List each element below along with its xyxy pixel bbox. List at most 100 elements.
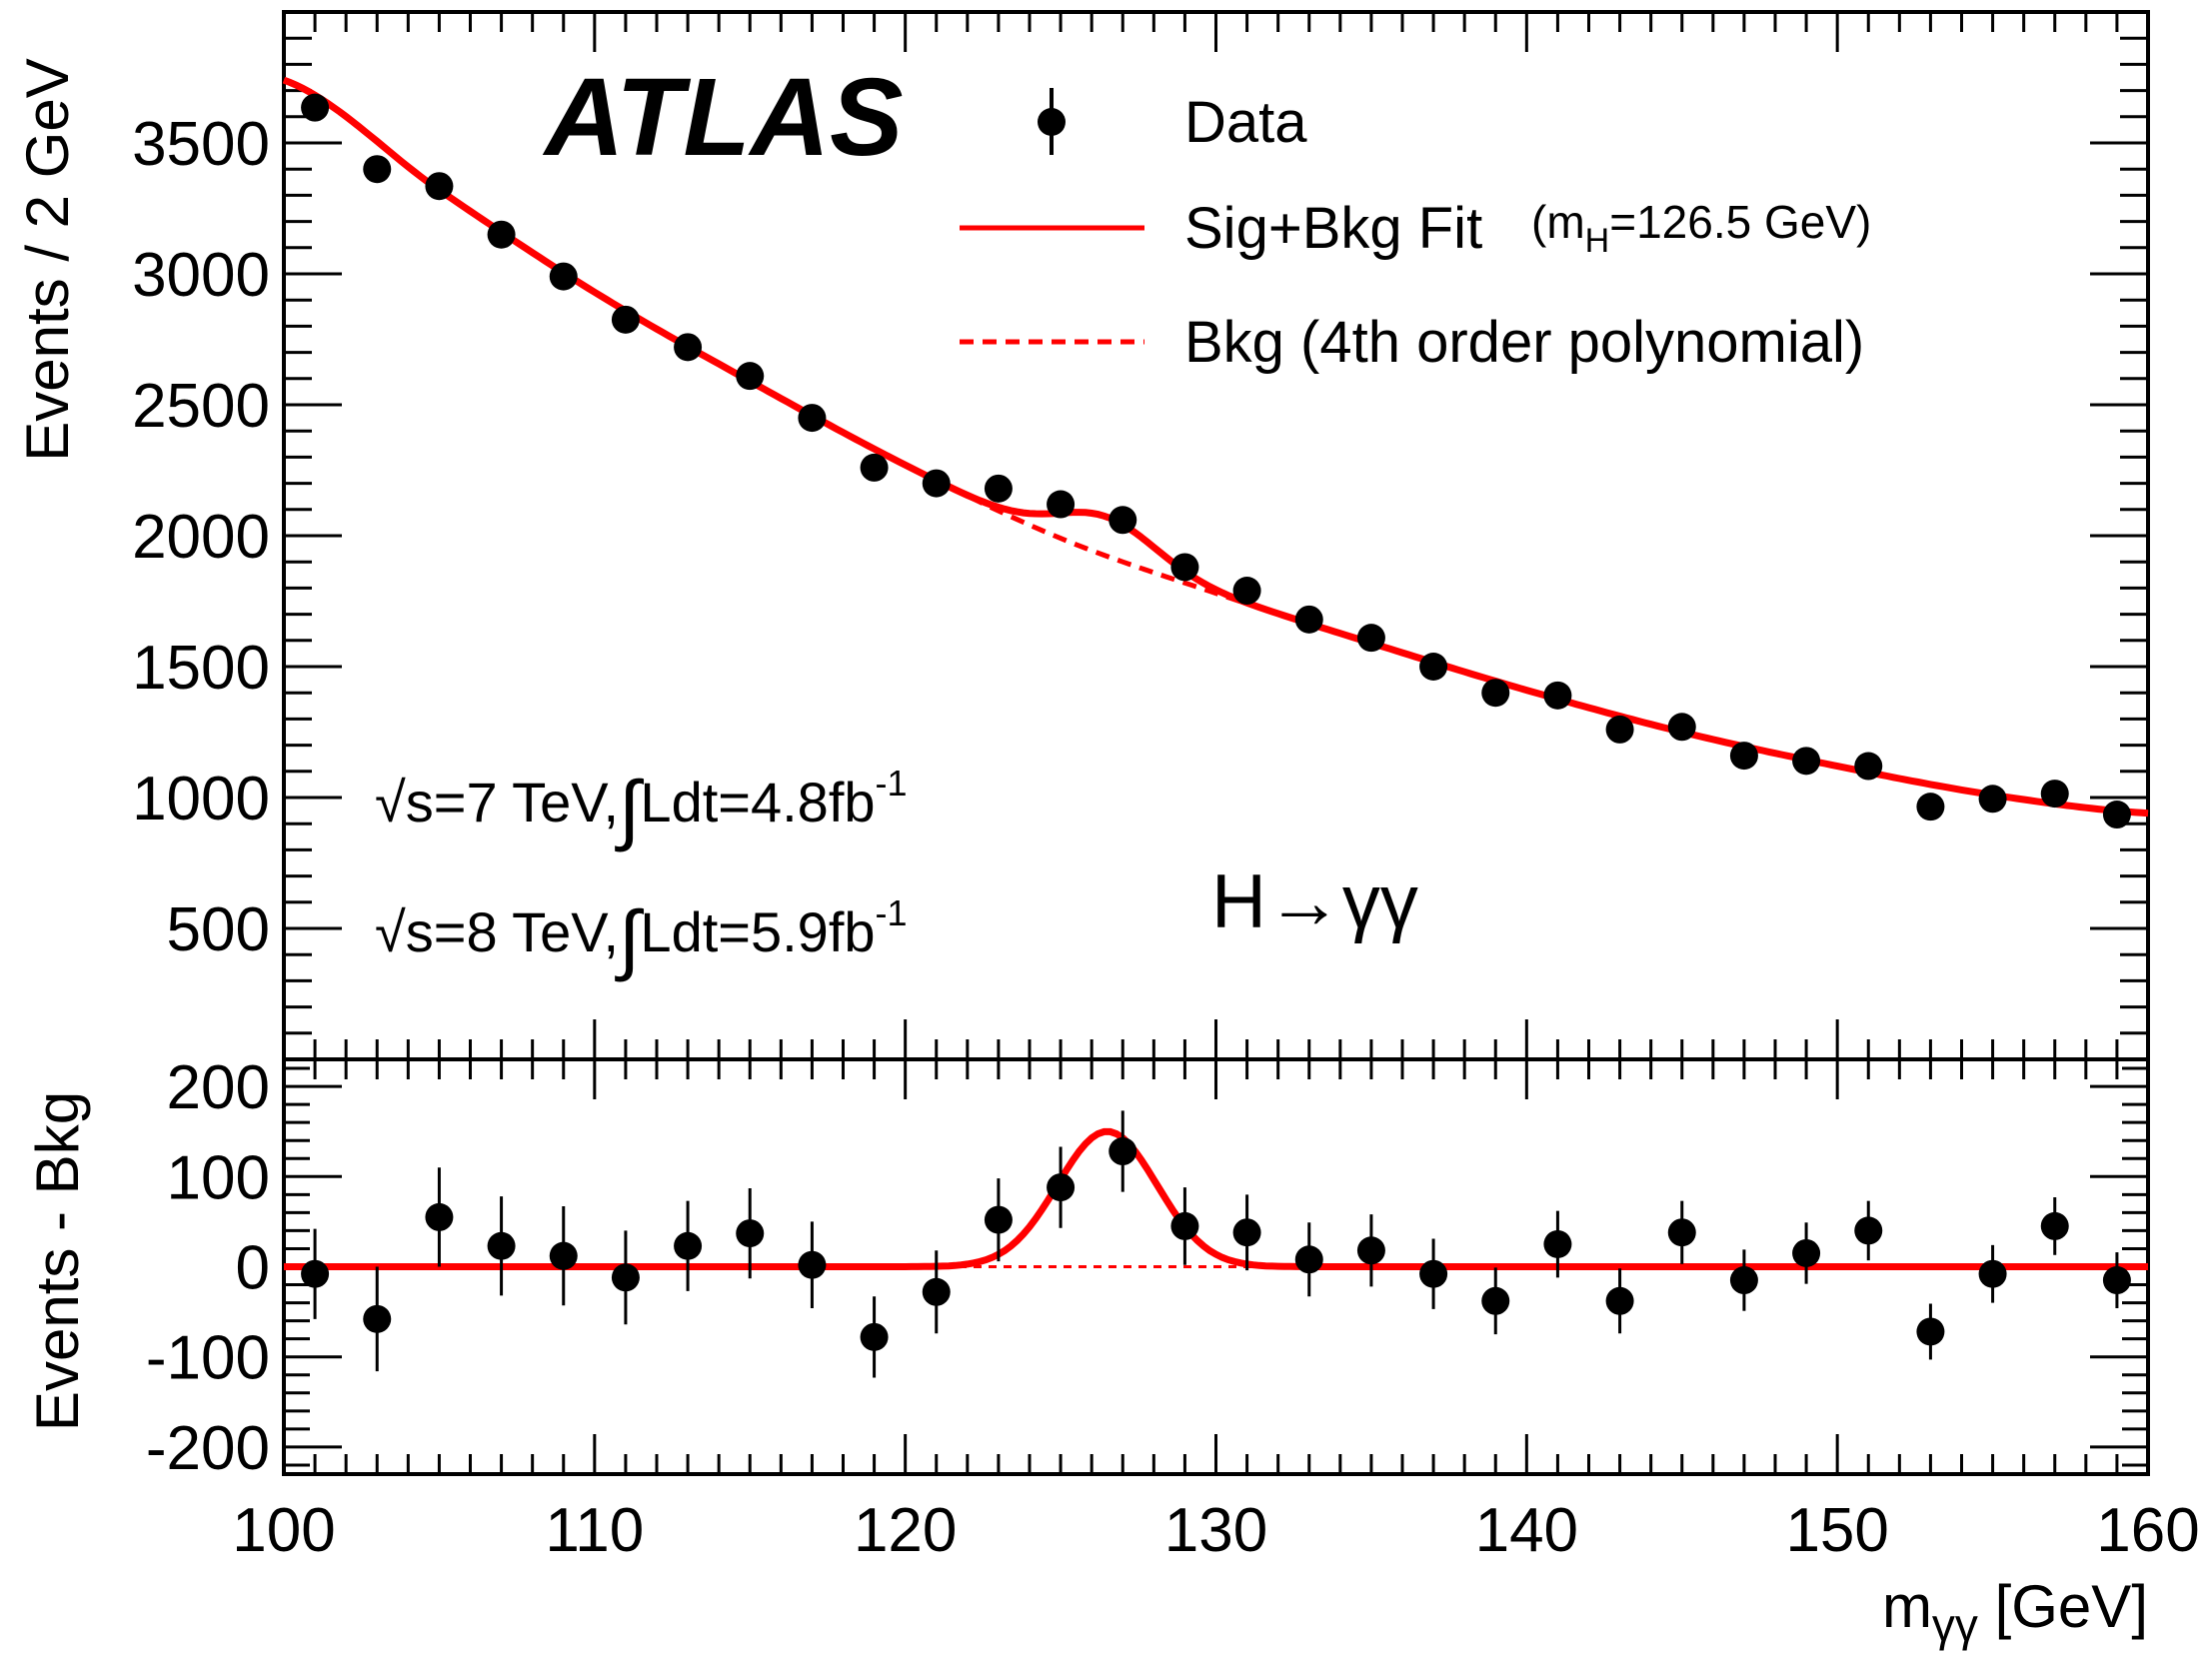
x-axis-title: mγγ [GeV] [1882, 1573, 2148, 1651]
residual-data-point [1108, 1137, 1137, 1166]
y-tick-label: 200 [167, 1053, 270, 1122]
data-point [549, 262, 578, 291]
data-point [2040, 780, 2069, 809]
data-point [1916, 793, 1945, 822]
y-tick-label: 1000 [132, 765, 270, 833]
bottom-panel-y-tick-labels: -200 -100 0 100 200 [146, 1053, 270, 1483]
top-panel-y-tick-labels: 500 1000 1500 2000 2500 3000 3500 [132, 110, 270, 964]
data-point [1854, 752, 1883, 781]
energy-line-7tev: √s=7 TeV,∫Ldt=4.8fb-1 [375, 763, 908, 852]
residual-signal-curve [284, 1127, 2148, 1270]
y-tick-label: 2000 [132, 503, 270, 572]
y-tick-label: 500 [167, 895, 270, 964]
y-tick-label: 1500 [132, 634, 270, 703]
data-point [1978, 785, 2007, 814]
x-tick-label: 100 [232, 1496, 335, 1565]
data-point [1667, 713, 1696, 742]
residual-data-point [1419, 1259, 1448, 1288]
data-point [674, 333, 703, 362]
legend: Data Sig+Bkg Fit (mH=126.5 GeV) Bkg (4th… [960, 88, 1871, 375]
top-panel-curves [282, 76, 2149, 818]
data-point [611, 305, 640, 334]
data-point [363, 155, 392, 184]
x-tick-label: 130 [1164, 1496, 1267, 1565]
x-tick-label: 140 [1475, 1496, 1578, 1565]
data-point [1294, 605, 1323, 634]
residual-data-point [1294, 1245, 1323, 1274]
residual-data-point [1481, 1286, 1510, 1315]
data-point [2102, 801, 2131, 829]
x-tick-label: 150 [1785, 1496, 1888, 1565]
residual-data-point [1170, 1211, 1199, 1240]
residual-data-point [611, 1263, 640, 1292]
residual-data-point [425, 1202, 454, 1231]
experiment-label: ATLAS [542, 56, 903, 179]
residual-data-point [1792, 1238, 1821, 1267]
residual-data-point [1729, 1266, 1758, 1295]
bottom-panel-curves [284, 1127, 2148, 1270]
y-tick-label: 0 [236, 1234, 270, 1303]
residual-data-point [2102, 1266, 2131, 1295]
y-tick-label: 3000 [132, 241, 270, 310]
legend-fit-label: Sig+Bkg Fit [1184, 196, 1482, 261]
residual-data-point [487, 1231, 516, 1260]
data-point [860, 453, 889, 482]
legend-fit-note: (mH=126.5 GeV) [1531, 196, 1871, 260]
data-point [1419, 653, 1448, 681]
residual-data-point [1978, 1259, 2007, 1288]
residual-data-point [1232, 1218, 1261, 1247]
data-point [1108, 506, 1137, 535]
residual-data-point [984, 1205, 1013, 1234]
y-tick-label: 100 [167, 1143, 270, 1212]
data-point [1543, 681, 1572, 710]
residual-data-point [2040, 1211, 2069, 1240]
residual-data-point [736, 1219, 765, 1248]
y-tick-label: -200 [146, 1414, 270, 1483]
residual-data-point [1854, 1216, 1883, 1245]
legend-bkg-label: Bkg (4th order polynomial) [1184, 310, 1864, 375]
data-point [1170, 553, 1199, 582]
sig-bkg-fit-curve [282, 76, 2149, 818]
residual-data-point [1667, 1218, 1696, 1247]
residual-data-point [1605, 1286, 1634, 1315]
residual-data-point [674, 1231, 703, 1260]
data-point [301, 93, 330, 122]
data-point [922, 469, 951, 498]
y-tick-label: -100 [146, 1324, 270, 1393]
y-tick-label: 2500 [132, 372, 270, 441]
x-tick-label: 160 [2096, 1496, 2199, 1565]
data-point [1729, 742, 1758, 771]
legend-data-marker [1038, 108, 1066, 136]
data-point [798, 404, 827, 433]
data-point [1047, 490, 1076, 519]
x-tick-labels: 100 110 120 130 140 150 160 [232, 1496, 2199, 1565]
residual-data-point [1356, 1236, 1385, 1265]
bkg-fit-curve [283, 77, 2149, 817]
residual-data-point [798, 1250, 827, 1279]
data-point [1605, 715, 1634, 744]
top-panel-data-points [301, 93, 2131, 829]
residual-data-point [922, 1277, 951, 1306]
residual-data-point [1543, 1229, 1572, 1258]
data-point [1232, 577, 1261, 606]
top-y-axis-title: Events / 2 GeV [14, 58, 81, 462]
x-tick-label: 110 [545, 1496, 644, 1565]
data-point [984, 474, 1013, 503]
residual-data-point [1047, 1173, 1076, 1202]
bottom-panel-data-points [301, 1110, 2131, 1378]
data-point [425, 172, 454, 201]
residual-data-point [860, 1322, 889, 1351]
residual-data-point [363, 1304, 392, 1333]
residual-data-point [301, 1259, 330, 1288]
x-tick-label: 120 [854, 1496, 957, 1565]
data-point [1356, 624, 1385, 653]
data-point [736, 362, 765, 391]
channel-label: H→γγ [1211, 859, 1418, 944]
y-tick-label: 3500 [132, 110, 270, 179]
data-point [1792, 747, 1821, 776]
data-point [487, 220, 516, 249]
residual-data-point [549, 1241, 578, 1270]
bottom-y-axis-title: Events - Bkg [24, 1091, 91, 1431]
residual-data-point [1916, 1317, 1945, 1346]
data-point [1481, 679, 1510, 708]
